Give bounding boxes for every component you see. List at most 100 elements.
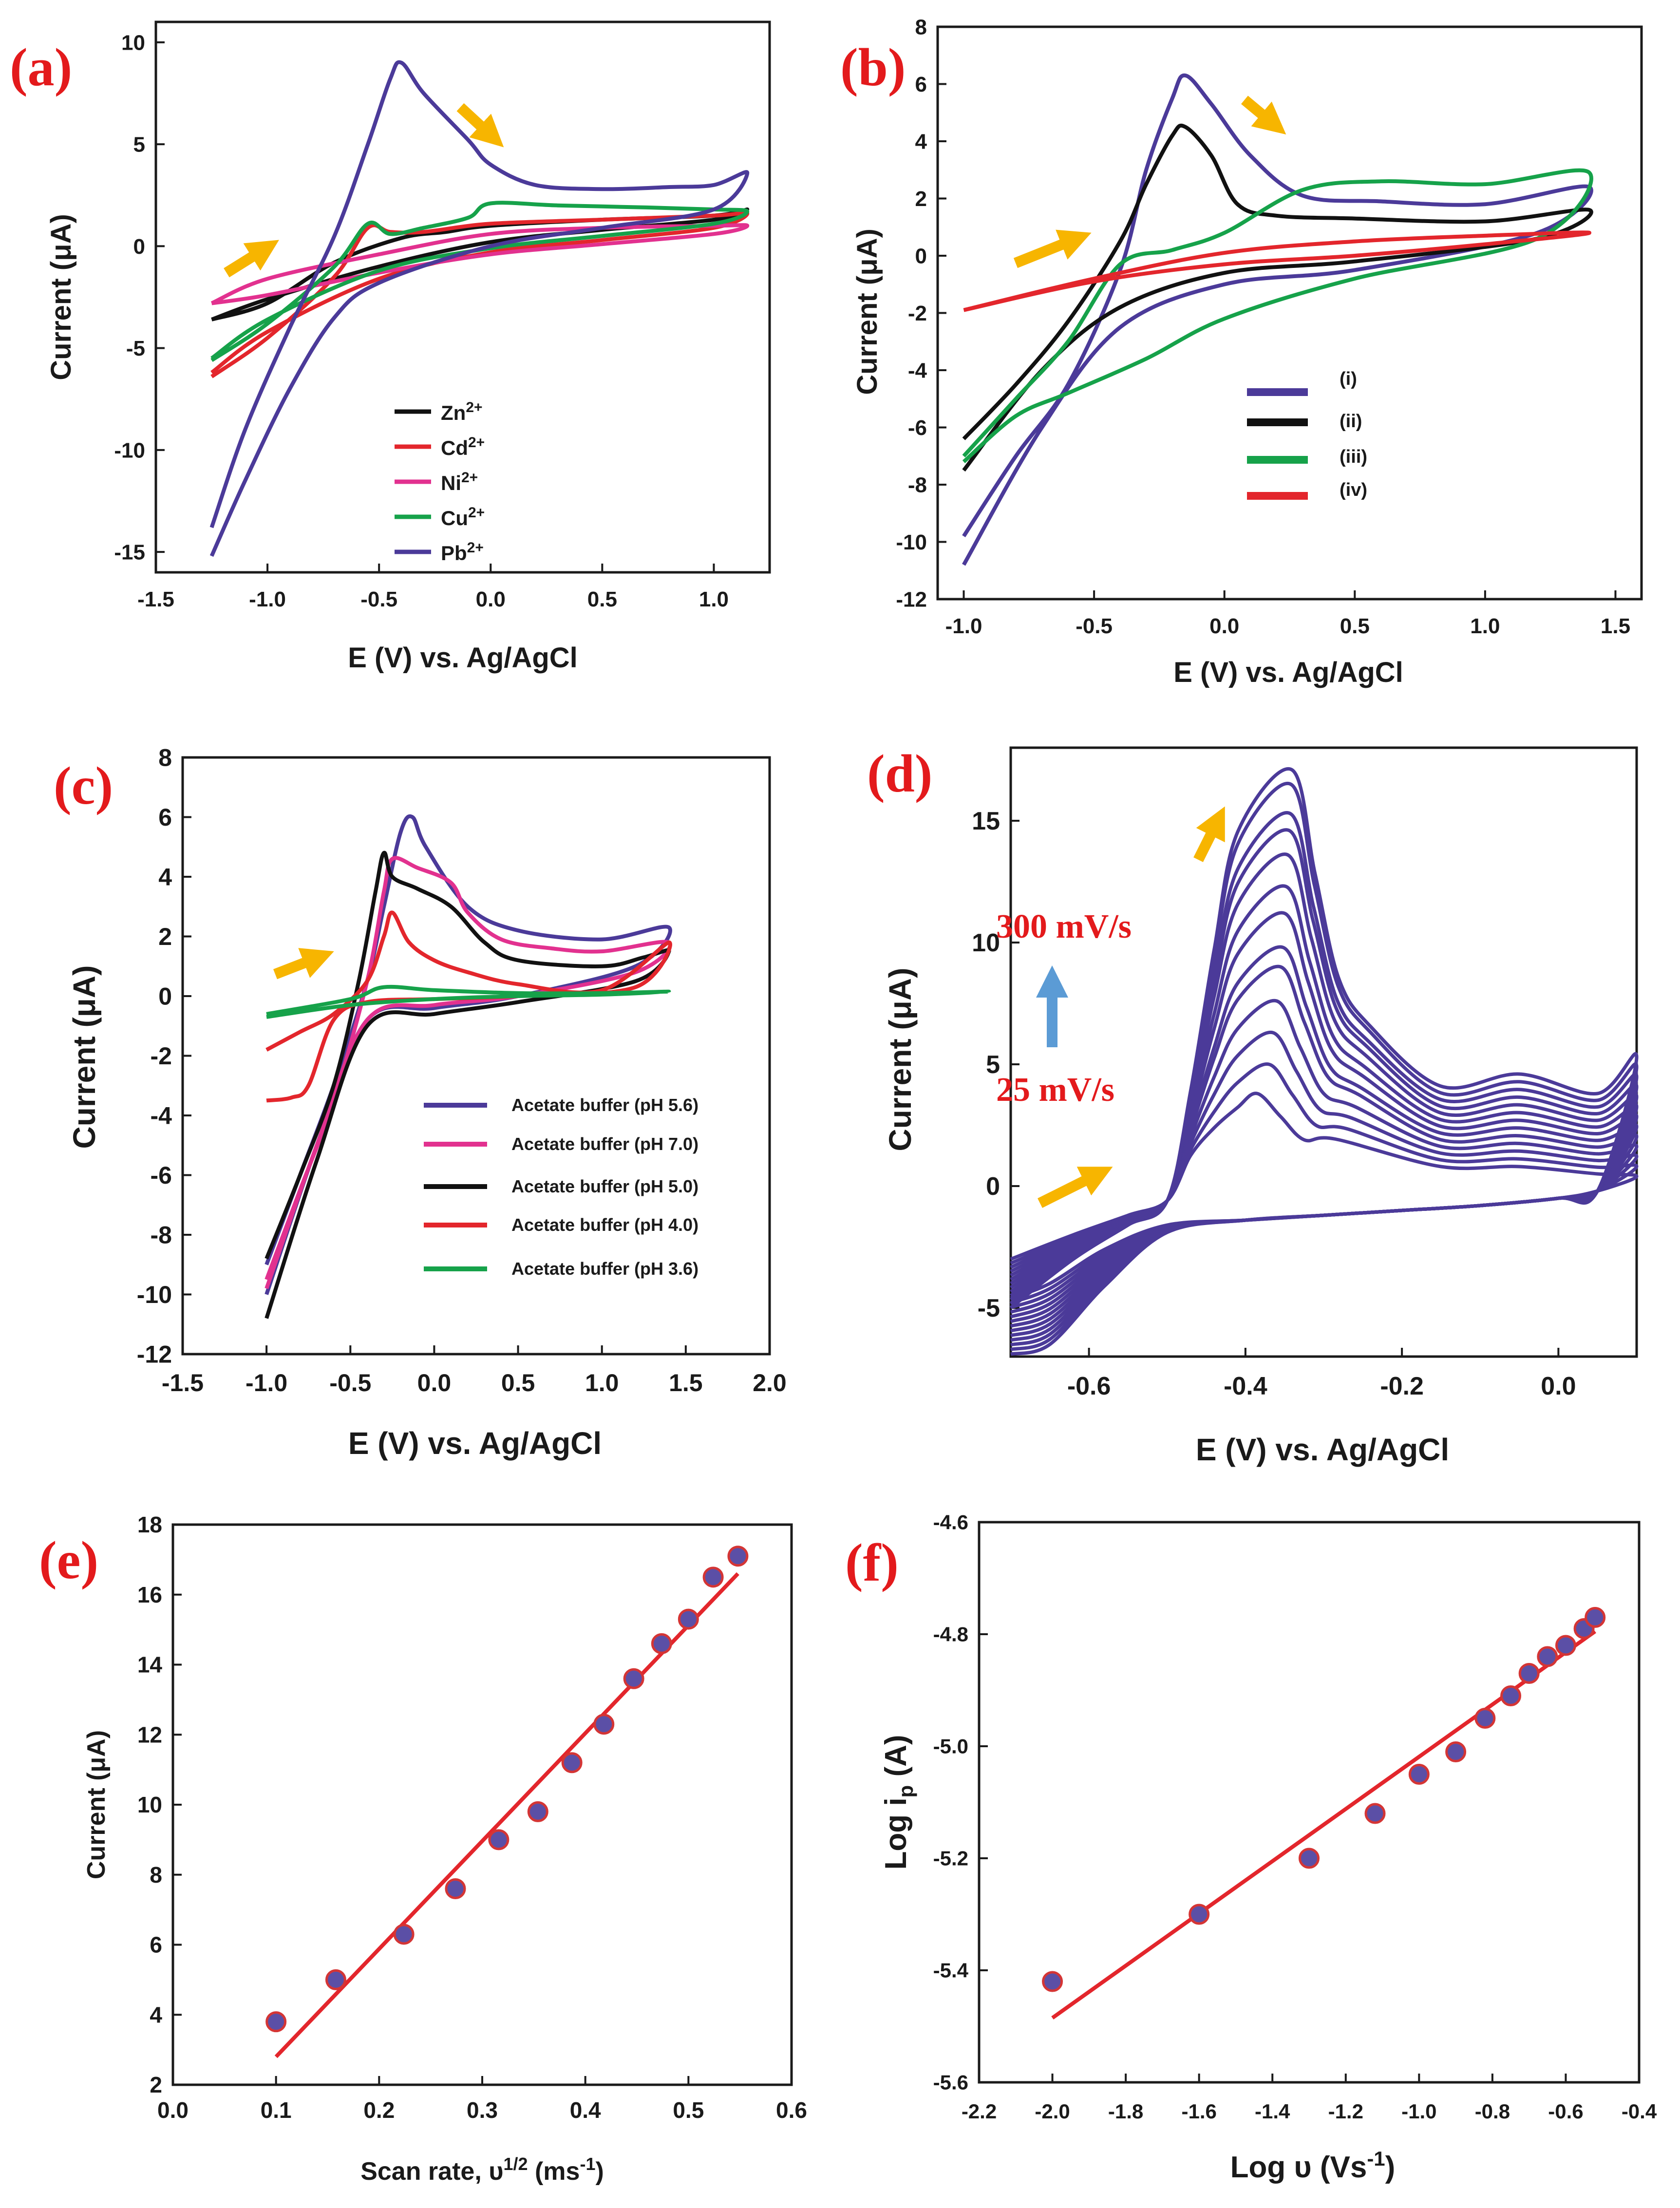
y-tick-label-a-5: 10 — [121, 31, 145, 55]
data-point-f-2 — [1299, 1848, 1320, 1869]
y-tick-label-b-0: -12 — [896, 587, 927, 611]
x-ticks-b: -1.0 -0.5 0.0 0.5 1.0 1.5 — [945, 590, 1630, 638]
x-tick-label-d-0: -0.6 — [1067, 1372, 1111, 1400]
y-tick-label-b-7: 2 — [915, 187, 927, 211]
scan-direction-arrow-b-2 — [1241, 95, 1286, 135]
data-point-e-10 — [678, 1608, 699, 1630]
y-tick-label-f-0: -5.6 — [933, 2071, 968, 2094]
series-line-c-4 — [266, 984, 671, 1019]
y-ticks-f: -5.6 -5.4 -5.2 -5.0 -4.8 -4.6 — [933, 1511, 988, 2094]
x-tick-label-d-1: -0.4 — [1224, 1372, 1267, 1400]
panel-a: (a) -1.5 -1.0 -0.5 0.0 0.5 1.0 -15 -10 -5 0 5 10 E… — [10, 20, 771, 674]
y-tick-label-b-6: 0 — [915, 244, 927, 268]
x-tick-label-f-1: -2.0 — [1035, 2100, 1070, 2123]
panel-e: (e) 0.0 0.1 0.2 0.3 0.4 0.5 0.6 2 4 6 8 10 12 14 16 18… — [39, 1512, 807, 2186]
y-tick-label-c-1: -10 — [137, 1281, 172, 1308]
scan-rate-annotation-bottom: 25 mV/s — [996, 1071, 1114, 1109]
series-line-b-3 — [963, 230, 1591, 312]
x-tick-label-e-4: 0.4 — [570, 2097, 601, 2123]
y-axis-title-d: Current (μA) — [883, 968, 918, 1151]
x-tick-label-f-0: -2.2 — [962, 2100, 997, 2123]
x-axis-title-f: Log υ (Vs-1) — [1230, 2147, 1396, 2184]
cv-curve-d-12 — [1009, 767, 1639, 1356]
data-point-e-11 — [702, 1566, 724, 1588]
y-tick-label-e-1: 4 — [150, 2002, 162, 2027]
x-ticks-c: -1.5 -1.0 -0.5 0.0 0.5 1.0 1.5 2.0 — [162, 1345, 787, 1397]
y-tick-label-e-7: 16 — [137, 1582, 162, 1607]
panel-label-f: (f) — [845, 1533, 899, 1592]
y-tick-label-c-7: 2 — [158, 923, 172, 950]
data-point-e-4 — [488, 1829, 510, 1850]
y-ticks-d: -5 0 5 10 15 — [972, 807, 1019, 1322]
data-point-f-3 — [1364, 1803, 1386, 1824]
y-tick-label-a-4: 5 — [133, 133, 145, 157]
legend-label-c-0: Acetate buffer (pH 5.6) — [511, 1095, 698, 1115]
panel-label-a: (a) — [10, 38, 72, 97]
panel-f: (f) -2.2 -2.0 -1.8 -1.6 -1.4 -1.2 -1.0 -0.8 -0.6… — [845, 1511, 1657, 2184]
y-tick-label-e-0: 2 — [150, 2072, 162, 2097]
y-tick-label-e-8: 18 — [137, 1512, 162, 1537]
scan-direction-arrow-a-1 — [224, 240, 279, 278]
x-tick-label-f-4: -1.4 — [1255, 2100, 1290, 2123]
legend-label-b-1: (ii) — [1340, 411, 1362, 432]
y-tick-label-b-9: 6 — [915, 73, 927, 96]
y-tick-label-d-3: 10 — [972, 929, 1000, 957]
x-axis-title-d: E (V) vs. Ag/AgCl — [1196, 1432, 1449, 1467]
data-point-e-6 — [561, 1752, 583, 1774]
series-line-a-3 — [210, 201, 750, 362]
y-tick-label-a-0: -15 — [114, 541, 145, 565]
data-point-e-1 — [325, 1969, 346, 1990]
y-tick-label-c-3: -6 — [151, 1162, 172, 1189]
data-point-e-8 — [623, 1668, 644, 1689]
x-tick-label-b-3: 0.5 — [1340, 614, 1370, 638]
data-point-f-4 — [1408, 1764, 1430, 1785]
plot-frame-b — [936, 25, 1643, 601]
series-group-d — [1009, 767, 1639, 1356]
x-tick-label-c-2: -0.5 — [329, 1369, 371, 1397]
data-point-f-9 — [1537, 1646, 1558, 1667]
x-tick-label-e-6: 0.6 — [776, 2097, 807, 2123]
x-tick-label-e-0: 0.0 — [157, 2097, 189, 2123]
y-tick-label-c-8: 4 — [158, 864, 172, 891]
series-line-b-0 — [962, 73, 1593, 566]
x-ticks-e: 0.0 0.1 0.2 0.3 0.4 0.5 0.6 — [157, 2076, 807, 2123]
series-group-a — [209, 60, 750, 557]
scan-direction-arrow-c — [273, 948, 334, 980]
panel-label-e: (e) — [39, 1530, 98, 1590]
y-tick-label-a-2: -5 — [126, 337, 145, 360]
x-tick-label-f-6: -1.0 — [1401, 2100, 1436, 2123]
data-point-f-7 — [1500, 1685, 1522, 1706]
x-ticks-d: -0.6 -0.4 -0.2 0.0 — [1067, 1348, 1576, 1400]
data-point-e-7 — [593, 1714, 615, 1735]
y-tick-label-b-1: -10 — [896, 530, 927, 554]
legend-label-a-3: Cu2+ — [441, 505, 485, 529]
y-axis-title-f: Log ip (A) — [879, 1735, 917, 1869]
y-tick-label-e-2: 6 — [150, 1932, 162, 1958]
y-tick-label-b-5: -2 — [908, 302, 927, 325]
x-tick-label-e-3: 0.3 — [467, 2097, 498, 2123]
x-tick-label-a-4: 0.5 — [587, 587, 617, 611]
y-axis-title-b: Current (μA) — [851, 228, 883, 395]
y-axis-title-c: Current (μA) — [67, 965, 102, 1149]
plot-frame-f — [978, 1521, 1641, 2084]
data-point-f-10 — [1555, 1635, 1576, 1656]
series-line-b-1 — [962, 123, 1593, 472]
series-line-a-2 — [210, 223, 750, 305]
x-tick-label-b-5: 1.5 — [1601, 614, 1630, 638]
series-group-b — [962, 73, 1593, 566]
cv-curve-d-5 — [1010, 945, 1639, 1323]
y-tick-label-b-4: -4 — [908, 359, 927, 382]
points-group-f — [1042, 1607, 1606, 1992]
legend-label-c-3: Acetate buffer (pH 4.0) — [511, 1215, 698, 1235]
x-tick-label-b-2: 0.0 — [1209, 614, 1239, 638]
legend-b: (i) (ii) (iii) (iv) — [1247, 369, 1367, 500]
legend-label-c-4: Acetate buffer (pH 3.6) — [511, 1259, 698, 1279]
panel-c: (c) -1.5 -1.0 -0.5 0.0 0.5 1.0 1.5 2.0 -12 -10 -8… — [54, 744, 787, 1461]
y-tick-label-c-4: -4 — [151, 1102, 172, 1130]
scan-direction-arrow-d-1 — [1038, 1167, 1113, 1208]
x-tick-label-f-3: -1.6 — [1181, 2100, 1216, 2123]
legend-label-b-2: (iii) — [1340, 447, 1367, 467]
legend-label-b-3: (iv) — [1340, 480, 1367, 500]
y-tick-label-b-10: 8 — [915, 15, 927, 39]
